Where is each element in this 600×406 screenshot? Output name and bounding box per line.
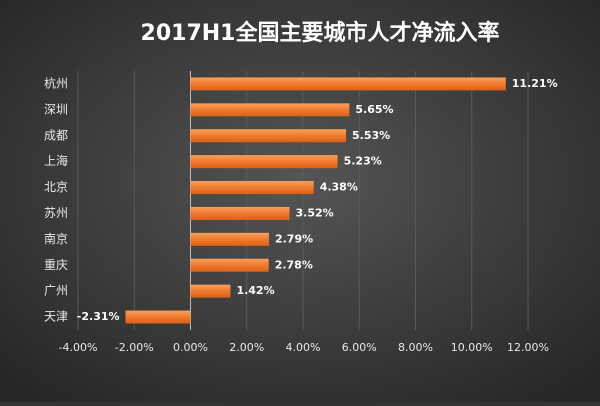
- value-label: 4.38%: [320, 181, 358, 194]
- x-tick-label: -4.00%: [59, 341, 98, 354]
- x-tick-label: 10.00%: [451, 341, 493, 354]
- category-label: 苏州: [44, 206, 68, 220]
- value-label: 1.42%: [236, 284, 274, 297]
- category-label: 成都: [44, 128, 68, 142]
- value-label: 5.53%: [352, 129, 390, 142]
- bar: [190, 155, 338, 169]
- value-label: 3.52%: [296, 206, 334, 219]
- x-tick-label: 8.00%: [398, 341, 433, 354]
- category-label: 杭州: [44, 75, 68, 90]
- bar: [190, 232, 269, 246]
- value-label: 2.78%: [275, 258, 313, 271]
- chart-title: 2017H1全国主要城市人才净流入率: [141, 20, 500, 46]
- value-label: 11.21%: [512, 77, 558, 90]
- category-label: 上海: [44, 153, 68, 168]
- x-tick-label: 2.00%: [229, 341, 264, 354]
- x-tick-label: 12.00%: [507, 341, 549, 354]
- value-label: 5.23%: [344, 155, 382, 168]
- category-label: 广州: [44, 284, 68, 298]
- x-tick-label: 4.00%: [286, 341, 321, 354]
- bar: [190, 181, 314, 195]
- value-label: 5.65%: [355, 103, 393, 116]
- bar: [190, 129, 347, 143]
- bar: [190, 103, 350, 117]
- bar: [125, 310, 191, 324]
- value-label: 2.79%: [275, 232, 313, 245]
- bar: [190, 206, 290, 220]
- value-label: -2.31%: [77, 310, 120, 323]
- bar: [190, 77, 506, 91]
- x-tick-label: -2.00%: [115, 341, 154, 354]
- bar: [190, 284, 231, 298]
- category-label: 南京: [44, 231, 68, 246]
- category-label: 天津: [44, 310, 68, 324]
- category-label: 北京: [44, 180, 68, 194]
- bar: [190, 258, 269, 272]
- x-tick-label: 6.00%: [342, 341, 377, 354]
- category-label: 重庆: [44, 258, 68, 272]
- x-tick-label: 0.00%: [173, 341, 208, 354]
- category-label: 深圳: [44, 102, 68, 116]
